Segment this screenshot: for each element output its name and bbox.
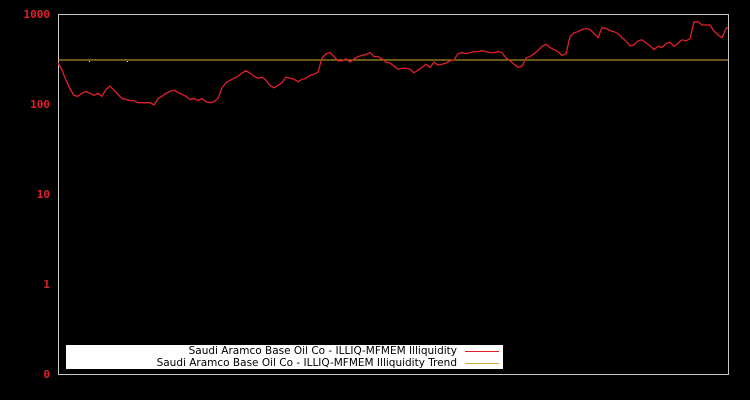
legend-swatch-yellow (465, 362, 499, 364)
y-tick-10: 10 (36, 188, 50, 201)
y-tick-0: 0 (43, 368, 50, 381)
y-tick-100: 100 (30, 98, 50, 111)
trend-markers (89, 61, 128, 63)
y-tick-1: 1 (43, 278, 50, 291)
legend: Saudi Aramco Base Oil Co - ILLIQ-MFMEM I… (66, 345, 503, 369)
legend-item-illiquidity: Saudi Aramco Base Oil Co - ILLIQ-MFMEM I… (189, 345, 503, 357)
illiquidity-line (57, 21, 729, 106)
legend-item-trend: Saudi Aramco Base Oil Co - ILLIQ-MFMEM I… (157, 357, 503, 369)
legend-label: Saudi Aramco Base Oil Co - ILLIQ-MFMEM I… (188, 345, 457, 357)
legend-swatch-red (465, 350, 499, 352)
plot-frame (58, 14, 729, 375)
y-tick-1000: 1000 (23, 8, 51, 21)
legend-label: Saudi Aramco Base Oil Co - ILLIQ-MFMEM I… (156, 357, 457, 369)
